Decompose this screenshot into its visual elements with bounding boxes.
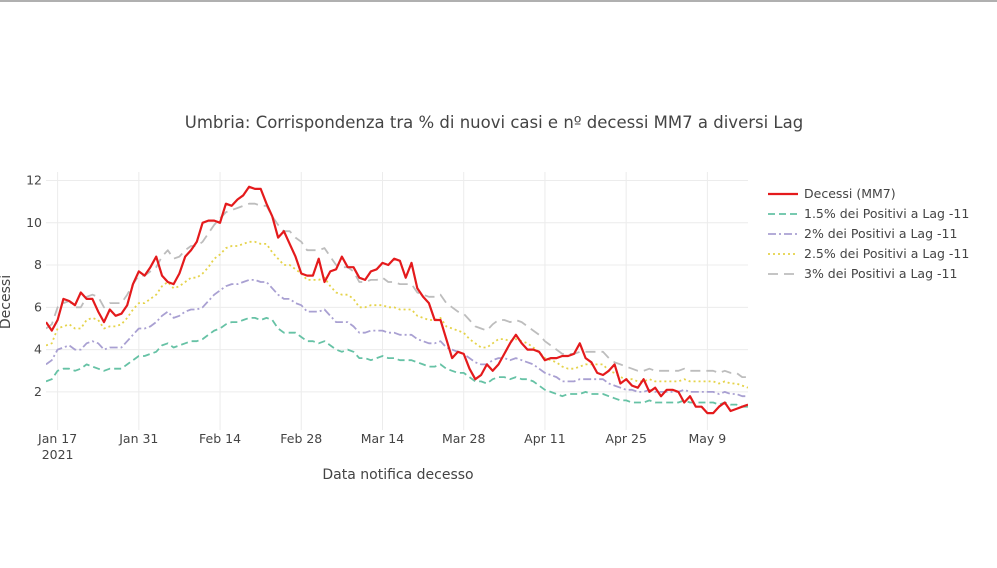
y-tick-label: 10 — [26, 215, 42, 230]
series-line-3 — [46, 240, 748, 389]
x-tick-label: May 9 — [688, 431, 726, 446]
x-tick-label: Mar 28 — [442, 431, 486, 446]
x-tick-label: Feb 28 — [280, 431, 322, 446]
series-lines — [46, 185, 748, 415]
legend-label: 1.5% dei Positivi a Lag -11 — [804, 206, 969, 221]
chart-title: Umbria: Corrispondenza tra % di nuovi ca… — [185, 113, 803, 132]
y-tick-label: 12 — [26, 172, 42, 187]
series-line-2 — [46, 278, 748, 398]
x-tick-label: Apr 25 — [605, 431, 647, 446]
y-tick-label: 6 — [34, 299, 42, 314]
series-line-0 — [46, 185, 748, 415]
x-tick-label: Feb 14 — [199, 431, 241, 446]
legend-label: 2.5% dei Positivi a Lag -11 — [804, 246, 969, 261]
x-tick-label: Apr 11 — [524, 431, 566, 446]
gridlines — [46, 172, 748, 430]
x-tick-label: Mar 14 — [361, 431, 405, 446]
legend-label: 3% dei Positivi a Lag -11 — [804, 266, 957, 281]
x-tick-label: Jan 17 — [37, 431, 77, 446]
y-tick-label: 2 — [34, 384, 42, 399]
y-tick-label: 8 — [34, 257, 42, 272]
x-year-label: 2021 — [42, 447, 74, 462]
top-border — [0, 0, 997, 2]
y-tick-label: 4 — [34, 342, 42, 357]
series-line-1 — [46, 316, 748, 408]
y-axis-title: Decessi — [0, 275, 14, 329]
legend-label: Decessi (MM7) — [804, 186, 896, 201]
series-line-4 — [46, 202, 748, 379]
y-axis-ticks: 2 4 6 8 10 12 — [26, 172, 42, 398]
legend-label: 2% dei Positivi a Lag -11 — [804, 226, 957, 241]
legend: Decessi (MM7) 1.5% dei Positivi a Lag -11… — [768, 186, 969, 281]
x-axis-title: Data notifica decesso — [322, 467, 473, 483]
x-tick-label: Jan 31 — [118, 431, 158, 446]
